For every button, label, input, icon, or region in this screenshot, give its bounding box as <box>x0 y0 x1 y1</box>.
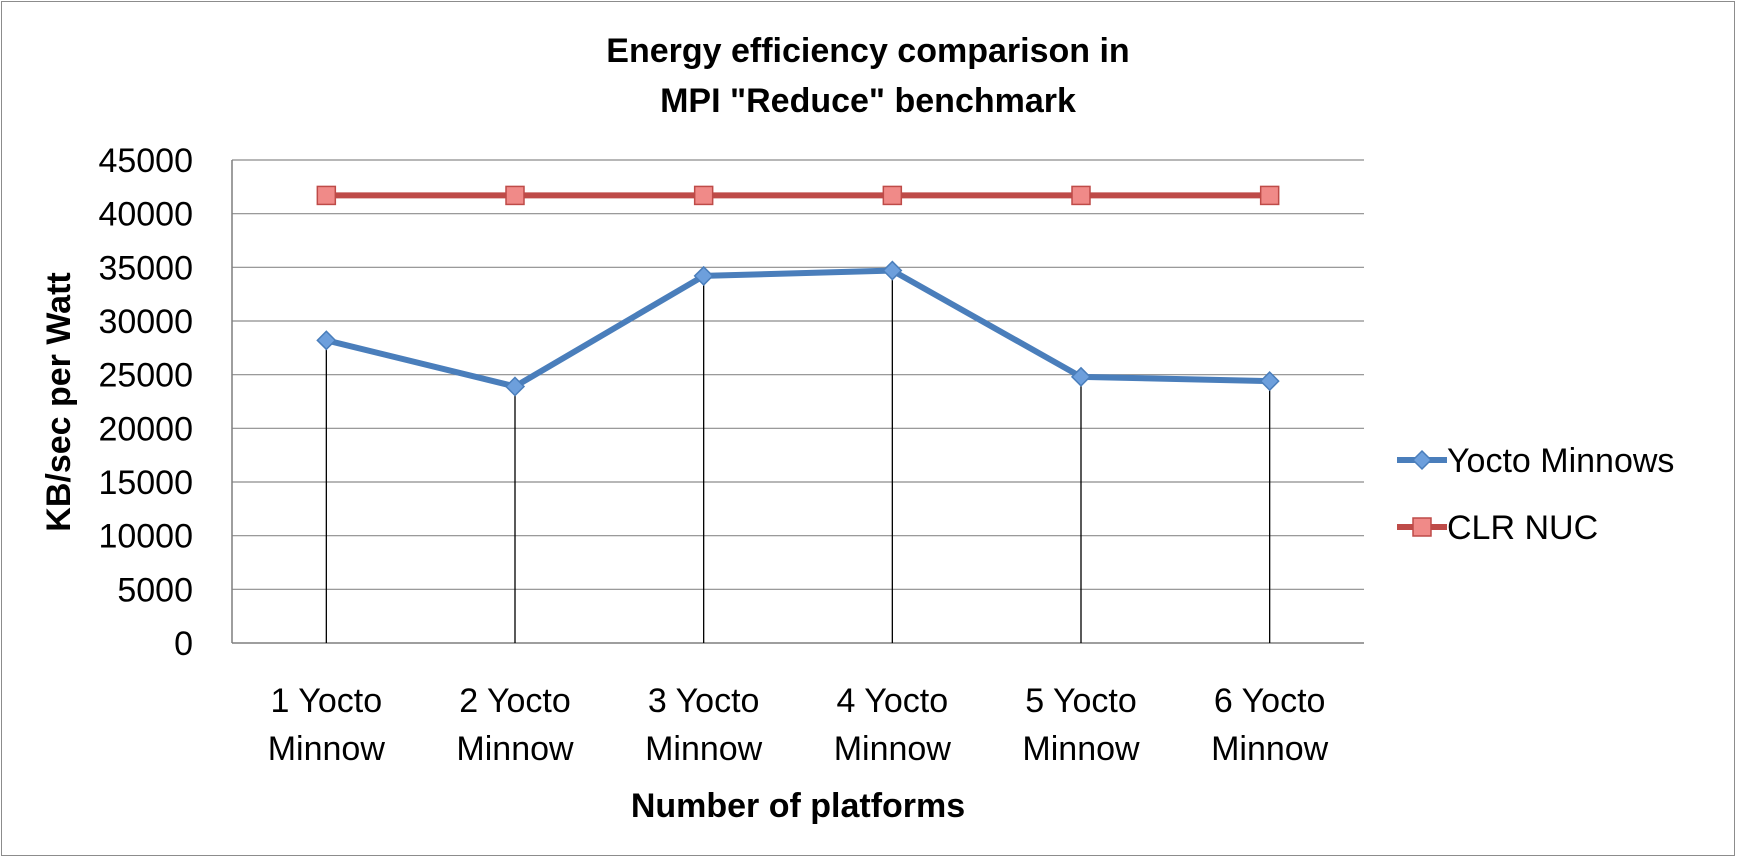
x-tick-label-line: Minnow <box>834 730 952 768</box>
series-group <box>316 185 1280 397</box>
y-tick-label: 35000 <box>98 249 193 287</box>
data-point <box>693 185 714 206</box>
legend-marker <box>1411 449 1433 471</box>
x-tick-label: 6 Yocto Minnow <box>1211 682 1329 768</box>
x-tick-label: 4 Yocto Minnow <box>834 682 952 768</box>
x-tick-label-line: 5 Yocto <box>1025 682 1137 720</box>
data-point <box>1070 366 1092 387</box>
x-tick-label-line: 3 Yocto <box>648 682 760 720</box>
legend-marker <box>1412 517 1432 537</box>
x-tick-label-line: Minnow <box>456 730 574 768</box>
gridlines <box>231 159 1364 644</box>
y-tick-label: 20000 <box>98 410 193 448</box>
y-tick-label: 45000 <box>98 142 193 180</box>
y-tick-label: 40000 <box>98 196 193 234</box>
data-point <box>316 330 337 351</box>
series-line <box>325 267 1270 390</box>
data-point <box>693 265 714 286</box>
data-point <box>1259 185 1280 206</box>
y-tick-label: 30000 <box>98 303 193 341</box>
x-tick-label-line: 2 Yocto <box>459 682 571 720</box>
x-tick-label: 5 Yocto Minnow <box>1022 682 1140 768</box>
legend: Yocto Minnows CLR NUC <box>1397 442 1674 547</box>
x-tick-label-line: 6 Yocto <box>1214 682 1326 720</box>
chart-title-line-1: Energy efficiency comparison in <box>606 32 1129 70</box>
chart-title: Energy efficiency comparison in MPI "Red… <box>606 32 1129 120</box>
x-tick-label-line: 1 Yocto <box>271 682 383 720</box>
legend-item: CLR NUC <box>1397 509 1598 547</box>
data-point <box>882 185 903 206</box>
y-tick-label: 5000 <box>117 571 193 609</box>
legend-label: CLR NUC <box>1447 509 1598 547</box>
y-axis-ticks: 0 5000 10000 15000 20000 25000 30000 35000 40000… <box>98 142 193 663</box>
data-point <box>1259 371 1280 392</box>
y-tick-label: 0 <box>174 625 193 663</box>
x-axis-title: Number of platforms <box>631 787 965 825</box>
y-tick-label: 15000 <box>98 464 193 502</box>
x-tick-label-line: Minnow <box>268 730 386 768</box>
drop-lines <box>325 270 1271 643</box>
data-point <box>316 185 337 206</box>
x-tick-label: 2 Yocto Minnow <box>456 682 574 768</box>
data-point <box>505 185 525 206</box>
legend-label: Yocto Minnows <box>1447 442 1674 480</box>
y-tick-label: 10000 <box>98 518 193 556</box>
series-yocto-minnows <box>316 260 1280 397</box>
x-tick-label-line: Minnow <box>645 730 763 768</box>
y-tick-label: 25000 <box>98 357 193 395</box>
chart-title-line-2: MPI "Reduce" benchmark <box>660 82 1076 120</box>
data-point <box>504 376 526 397</box>
y-axis-title: KB/sec per Watt <box>40 272 78 531</box>
data-point <box>882 260 903 281</box>
x-tick-label-line: Minnow <box>1022 730 1140 768</box>
x-tick-label: 1 Yocto Minnow <box>268 682 386 768</box>
legend-item: Yocto Minnows <box>1397 442 1674 480</box>
x-tick-label-line: Minnow <box>1211 730 1329 768</box>
x-tick-label: 3 Yocto Minnow <box>645 682 763 768</box>
data-point <box>1071 185 1091 206</box>
series-clr-nuc <box>316 185 1280 206</box>
x-tick-label-line: 4 Yocto <box>837 682 949 720</box>
